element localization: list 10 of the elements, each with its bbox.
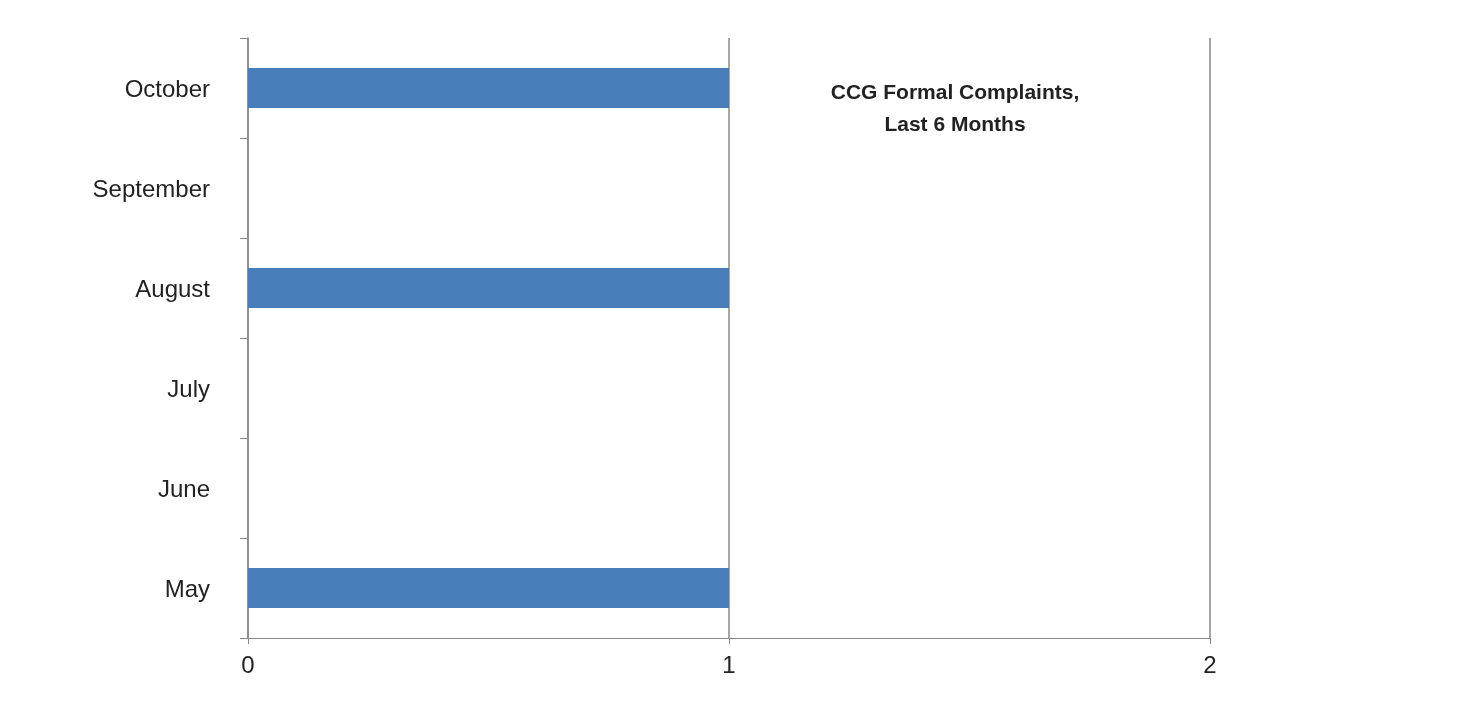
y-tick-label: September [92, 174, 210, 202]
y-tick-label: July [167, 374, 210, 402]
x-tick-label: 1 [722, 650, 736, 678]
y-tick-label: October [124, 74, 210, 102]
y-tick-label: August [135, 274, 211, 302]
x-tick-label: 2 [1203, 650, 1217, 678]
y-tick-label: June [157, 474, 210, 502]
y-tick-label: May [164, 574, 210, 602]
x-tick-label: 0 [241, 650, 255, 678]
text: CCG Formal Complaints, Last 6 Months [830, 79, 1080, 135]
